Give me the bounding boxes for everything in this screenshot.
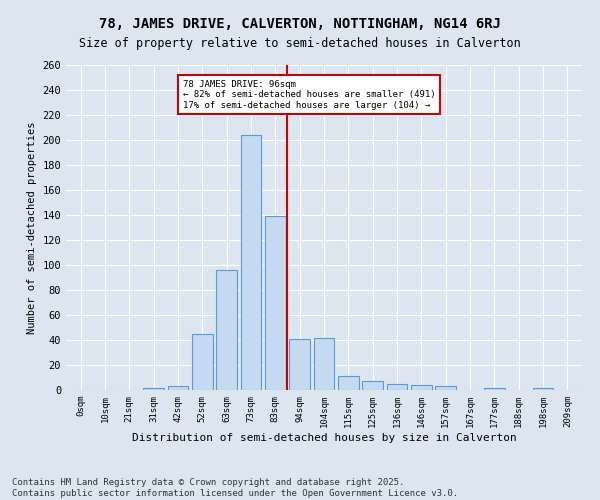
Text: 78, JAMES DRIVE, CALVERTON, NOTTINGHAM, NG14 6RJ: 78, JAMES DRIVE, CALVERTON, NOTTINGHAM, …: [99, 18, 501, 32]
Text: Contains HM Land Registry data © Crown copyright and database right 2025.
Contai: Contains HM Land Registry data © Crown c…: [12, 478, 458, 498]
Bar: [192, 334, 212, 390]
Bar: [362, 381, 383, 390]
X-axis label: Distribution of semi-detached houses by size in Calverton: Distribution of semi-detached houses by …: [131, 432, 517, 442]
Bar: [411, 385, 432, 390]
Y-axis label: Number of semi-detached properties: Number of semi-detached properties: [27, 121, 37, 334]
Bar: [167, 386, 188, 390]
Text: 78 JAMES DRIVE: 96sqm
← 82% of semi-detached houses are smaller (491)
17% of sem: 78 JAMES DRIVE: 96sqm ← 82% of semi-deta…: [183, 80, 436, 110]
Bar: [338, 376, 359, 390]
Bar: [216, 270, 237, 390]
Bar: [289, 339, 310, 390]
Bar: [241, 135, 262, 390]
Text: Size of property relative to semi-detached houses in Calverton: Size of property relative to semi-detach…: [79, 38, 521, 51]
Bar: [533, 388, 553, 390]
Bar: [314, 338, 334, 390]
Bar: [386, 384, 407, 390]
Bar: [143, 388, 164, 390]
Bar: [436, 386, 456, 390]
Bar: [265, 216, 286, 390]
Bar: [484, 388, 505, 390]
